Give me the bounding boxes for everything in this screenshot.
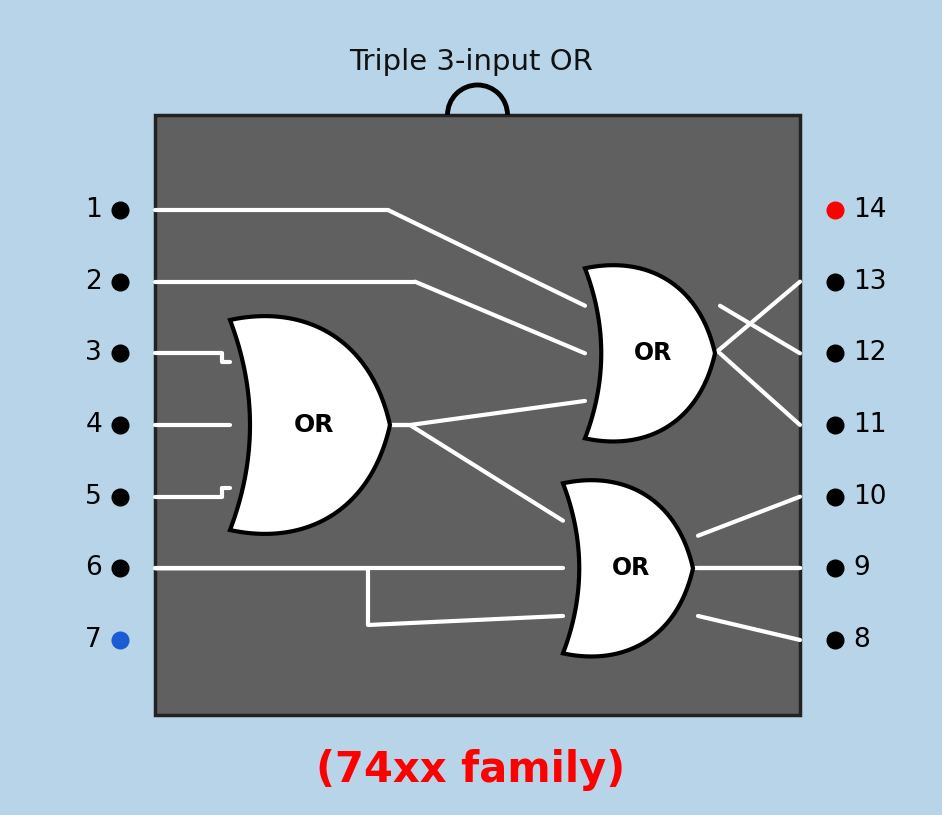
Text: OR: OR xyxy=(612,557,650,580)
Text: 12: 12 xyxy=(853,341,886,366)
Text: 4: 4 xyxy=(85,412,102,438)
Polygon shape xyxy=(230,316,390,534)
Text: OR: OR xyxy=(294,413,334,437)
Text: 11: 11 xyxy=(853,412,886,438)
Polygon shape xyxy=(585,265,715,442)
Text: 7: 7 xyxy=(85,627,102,653)
Text: 2: 2 xyxy=(85,269,102,295)
Text: 1: 1 xyxy=(85,197,102,223)
Text: Triple 3-input OR: Triple 3-input OR xyxy=(349,48,593,76)
Text: 3: 3 xyxy=(85,341,102,366)
Bar xyxy=(155,115,800,715)
Text: 5: 5 xyxy=(85,483,102,509)
Text: 10: 10 xyxy=(853,483,886,509)
Text: 9: 9 xyxy=(853,555,869,581)
Text: 8: 8 xyxy=(853,627,869,653)
Text: 14: 14 xyxy=(853,197,886,223)
Text: OR: OR xyxy=(634,341,673,365)
Text: 6: 6 xyxy=(85,555,102,581)
Text: 13: 13 xyxy=(853,269,886,295)
Text: (74xx family): (74xx family) xyxy=(317,749,625,791)
Polygon shape xyxy=(563,480,693,656)
